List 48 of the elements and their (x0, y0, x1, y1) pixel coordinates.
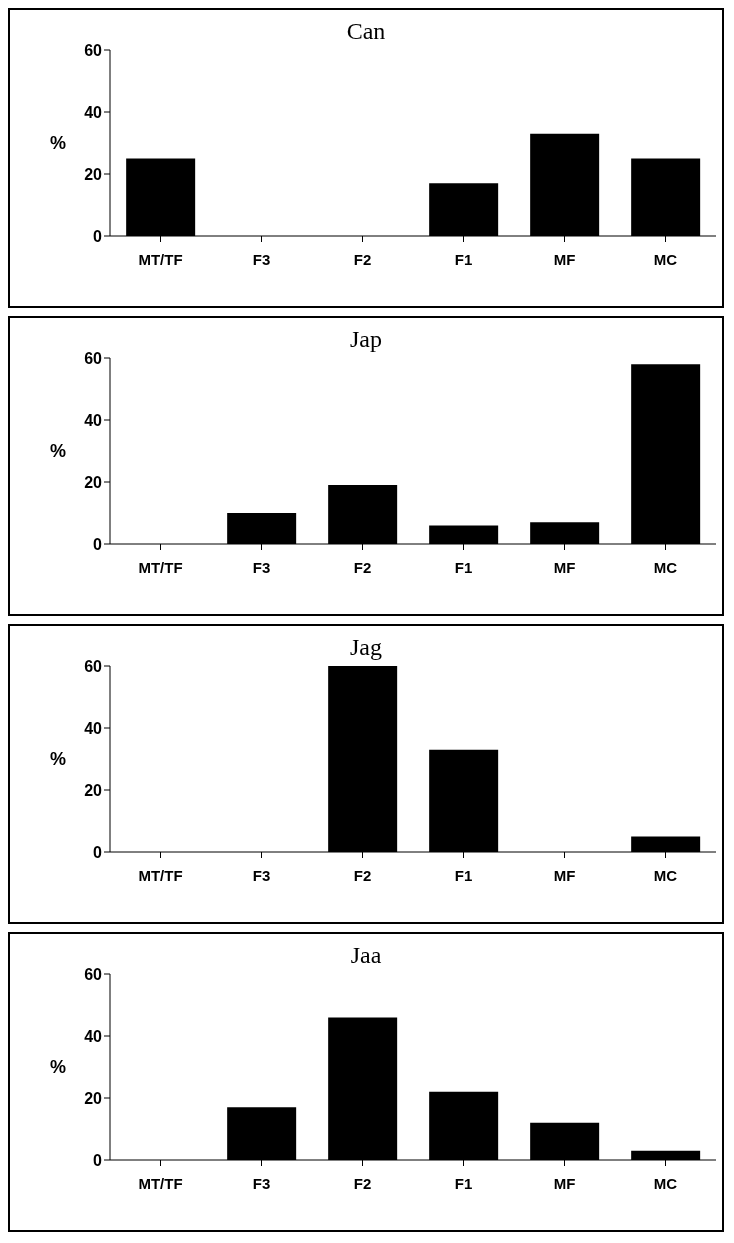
y-tick-label: 60 (84, 349, 103, 367)
x-tick-label: F1 (454, 866, 473, 884)
y-tick-label: 0 (93, 843, 103, 861)
y-tick-label: 0 (93, 1151, 103, 1169)
x-tick-label: F3 (252, 250, 271, 268)
x-tick-label: F1 (454, 558, 473, 576)
x-tick-label: MT/TF (138, 558, 183, 576)
x-tick-label: MF (553, 1174, 576, 1192)
chart-title: Jap (350, 326, 382, 352)
x-tick-label: F2 (353, 866, 372, 884)
y-tick-label: 20 (84, 781, 103, 799)
y-tick-label: 0 (93, 227, 103, 245)
x-tick-label: F2 (353, 1174, 372, 1192)
y-axis-title: % (50, 133, 67, 154)
x-tick-label: MC (653, 1174, 678, 1192)
chart-title: Can (346, 18, 386, 44)
x-tick-label: MT/TF (138, 1174, 183, 1192)
y-tick-label: 20 (84, 1089, 103, 1107)
x-tick-label: MT/TF (138, 250, 183, 268)
x-tick-label: MT/TF (138, 866, 183, 884)
x-tick-label: F2 (353, 250, 372, 268)
x-tick-label: MC (653, 558, 678, 576)
y-axis-title: % (50, 441, 67, 462)
y-axis-title: % (50, 1057, 67, 1078)
y-tick-label: 60 (84, 41, 103, 59)
y-tick-label: 40 (84, 719, 103, 737)
y-tick-label: 40 (84, 411, 103, 429)
y-tick-label: 60 (84, 657, 103, 675)
x-tick-label: F3 (252, 1174, 271, 1192)
y-tick-label: 40 (84, 103, 103, 121)
chart-title: Jag (350, 634, 382, 660)
y-tick-label: 40 (84, 1027, 103, 1045)
x-tick-label: F1 (454, 250, 473, 268)
y-tick-label: 20 (84, 165, 103, 183)
x-tick-label: MF (553, 558, 576, 576)
y-tick-label: 20 (84, 473, 103, 491)
x-tick-label: F1 (454, 1174, 473, 1192)
x-tick-label: F3 (252, 866, 271, 884)
y-tick-label: 60 (84, 965, 103, 983)
x-tick-label: MF (553, 866, 576, 884)
x-tick-label: F2 (353, 558, 372, 576)
y-axis-title: % (50, 749, 67, 770)
x-tick-label: MC (653, 250, 678, 268)
x-tick-label: F3 (252, 558, 271, 576)
x-tick-label: MC (653, 866, 678, 884)
x-tick-label: MF (553, 250, 576, 268)
y-tick-label: 0 (93, 535, 103, 553)
chart-title: Jaa (350, 942, 382, 968)
